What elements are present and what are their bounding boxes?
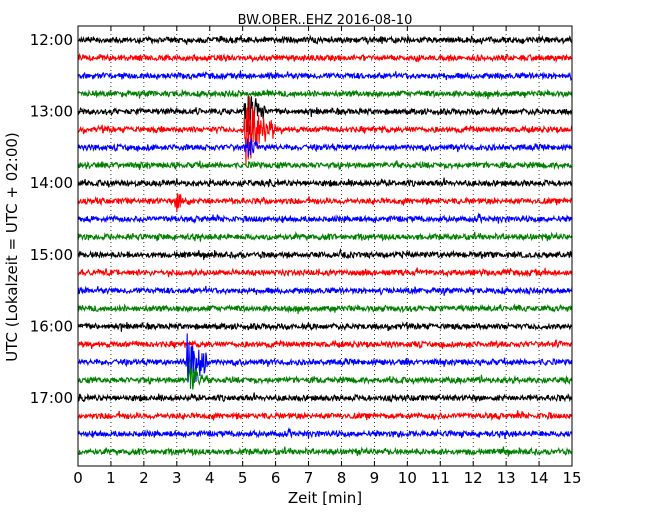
x-tick-label: 12 [464,469,483,487]
trace-1700 [77,392,573,404]
plot-frame [77,25,573,467]
trace-1745 [77,446,573,457]
y-axis-label: UTC (Lokalzeit = UTC + 02:00) [3,132,21,362]
y-tick-label: 13:00 [30,103,73,121]
x-tick-label: 14 [530,469,549,487]
x-tick-label: 1 [106,469,116,487]
trace-1600 [77,321,573,332]
x-tick-label: 15 [562,469,581,487]
trace-1230 [77,70,573,82]
x-tick-label: 6 [271,469,281,487]
trace-1300 [77,95,573,135]
y-axis: 12:00 13:00 14:00 15:00 16:00 17:00 [30,31,572,407]
y-tick-label: 15:00 [30,246,73,264]
trace-1530 [77,285,573,296]
x-tick-label: 7 [304,469,314,487]
x-tick-label: 3 [172,469,182,487]
trace-1330 [77,137,573,157]
chart-title: BW.OBER..EHZ 2016-08-10 [238,13,413,28]
y-tick-label: 14:00 [30,174,73,192]
x-tick-label: 5 [238,469,248,487]
x-tick-label: 8 [337,469,347,487]
trace-1445 [77,230,573,242]
x-tick-label: 10 [398,469,417,487]
trace-1545 [77,303,573,314]
x-tick-label: 11 [431,469,450,487]
x-tick-label: 0 [73,469,83,487]
trace-1415 [77,193,573,213]
trace-1345 [77,160,573,171]
trace-1500 [77,247,573,260]
trace-1630 [77,333,573,383]
trace-1245 [77,88,573,100]
x-tick-label: 2 [139,469,149,487]
trace-1315 [77,96,573,165]
x-axis-label: Zeit [min] [288,489,362,507]
trace-1615 [77,339,573,350]
trace-1715 [77,410,573,422]
trace-1515 [78,267,573,278]
y-tick-label: 16:00 [30,317,73,335]
trace-layer [77,34,573,457]
trace-1215 [77,52,573,64]
x-tick-label: 13 [497,469,516,487]
trace-1730 [77,426,573,440]
trace-1645 [77,359,573,390]
trace-1400 [77,177,573,188]
x-tick-label: 9 [370,469,380,487]
trace-1430 [77,212,573,225]
y-tick-label: 12:00 [30,31,73,49]
x-tick-label: 4 [205,469,215,487]
y-tick-label: 17:00 [30,389,73,407]
trace-1200 [77,34,573,46]
grid-layer [110,26,540,466]
x-axis: 0 1 2 3 4 5 6 7 8 9 10 11 12 13 14 15 [73,26,582,487]
